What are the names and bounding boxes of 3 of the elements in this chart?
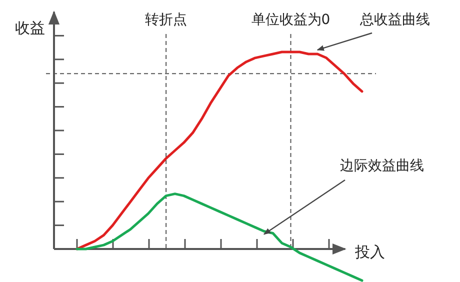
y-axis-title: 收益 (15, 19, 45, 37)
annotation: 转折点 (145, 12, 188, 250)
x-axis-title: 投入 (354, 243, 385, 261)
